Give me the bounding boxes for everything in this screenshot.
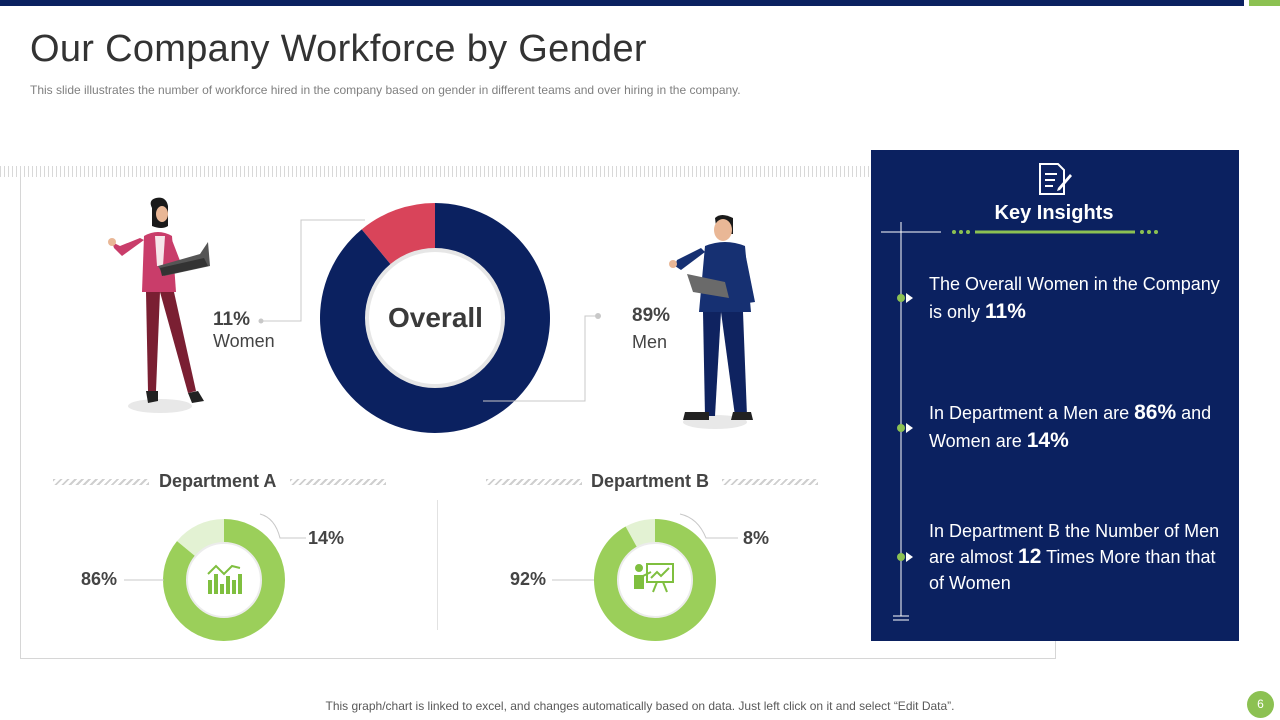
- top-accent-bar: [0, 0, 1244, 6]
- overall-women-percent: 11%: [213, 309, 250, 330]
- insight-item-2: In Department a Men are 86% and Women ar…: [929, 401, 1212, 452]
- chart-footnote: This graph/chart is linked to excel, and…: [325, 699, 955, 713]
- dept-a-hatch-right: [290, 479, 386, 485]
- man-figure-illustration: [669, 215, 755, 429]
- dept-b-hatch-left: [486, 479, 582, 485]
- overall-women-label: Women: [213, 331, 275, 351]
- overall-donut-chart: [320, 203, 551, 433]
- presentation-board-icon: [634, 563, 674, 593]
- document-edit-icon: [1039, 163, 1072, 195]
- page-number-badge: 6: [1247, 691, 1274, 718]
- overall-men-percent: 89%: [632, 305, 671, 326]
- dept-b-women-percent: 8%: [743, 528, 770, 548]
- insight-item-3: In Department B the Number of Men are al…: [929, 521, 1220, 593]
- page-subtitle: This slide illustrates the number of wor…: [30, 83, 741, 97]
- overall-donut-center: [365, 248, 505, 388]
- dept-a-men-percent: 86%: [81, 569, 118, 589]
- dept-b-leader-lines: [552, 513, 738, 581]
- overall-center-label: Overall: [388, 302, 483, 333]
- dept-a-donut-chart: [163, 519, 286, 641]
- dept-a-title: Department A: [159, 471, 277, 491]
- dept-b-donut-chart: [594, 519, 717, 641]
- insights-timeline: [881, 222, 1158, 621]
- woman-figure-illustration: [108, 197, 210, 413]
- overall-leader-lines: [258, 219, 595, 402]
- insight-item-1: The Overall Women in the Company is only…: [929, 274, 1220, 323]
- dept-a-women-percent: 14%: [308, 528, 345, 548]
- overall-men-label: Men: [632, 332, 668, 352]
- department-divider: [437, 500, 438, 630]
- key-insights-panel: Key Insights The Overall Women in the Co…: [871, 150, 1239, 641]
- dept-b-men-percent: 92%: [510, 569, 547, 589]
- men-leader-dot: [595, 313, 601, 319]
- dept-a-hatch-left: [53, 479, 149, 485]
- top-hatch-divider: [0, 166, 872, 177]
- dept-a-leader-lines: [124, 513, 306, 581]
- top-accent-bar-green: [1249, 0, 1280, 6]
- dept-b-title: Department B: [591, 471, 710, 491]
- dept-b-hatch-right: [722, 479, 818, 485]
- bar-chart-icon: [207, 564, 242, 594]
- page-title: Our Company Workforce by Gender: [30, 28, 647, 70]
- key-insights-title: Key Insights: [994, 202, 1114, 224]
